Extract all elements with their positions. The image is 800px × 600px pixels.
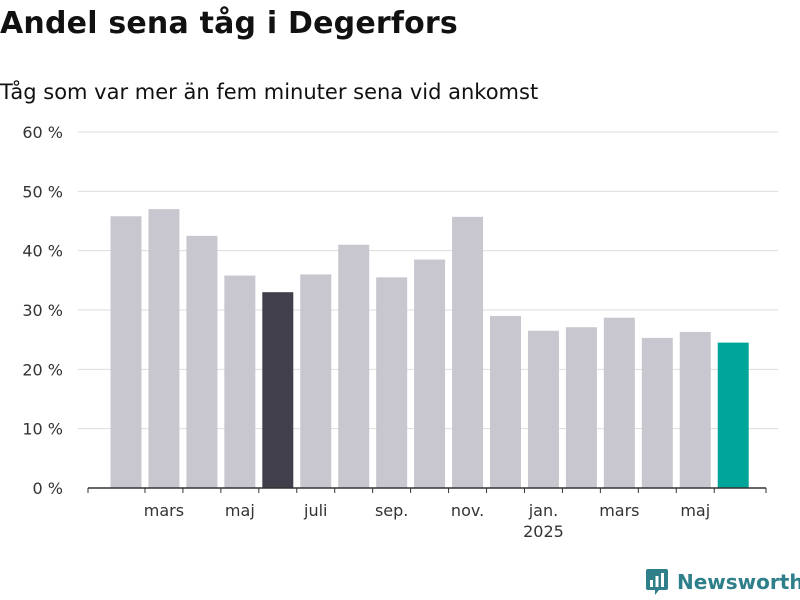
bar <box>490 315 521 488</box>
chart-title: Andel sena tåg i Degerfors <box>0 6 458 41</box>
y-tick-label: 20 % <box>22 360 63 379</box>
x-tick-label: mars <box>599 501 639 520</box>
y-tick-label: 40 % <box>22 242 63 261</box>
x-tick-label: jan. <box>528 501 558 520</box>
bar <box>565 327 597 488</box>
bar-chart: 0 % 10 % 20 % 30 % 40 % 50 % 60 % mars maj juli se… <box>22 123 778 541</box>
bar <box>717 342 749 488</box>
x-tick-label: maj <box>680 501 710 520</box>
bar <box>641 337 673 488</box>
bar <box>527 330 559 488</box>
bar <box>224 275 256 488</box>
bar <box>186 235 218 488</box>
bar <box>679 331 711 488</box>
bar <box>338 244 370 488</box>
x-tick-label: juli <box>303 501 327 520</box>
x-tick-label: sep. <box>375 501 408 520</box>
newsworthy-logo-icon <box>646 569 668 595</box>
y-tick-label: 30 % <box>22 301 63 320</box>
bar <box>110 216 142 488</box>
x-tick-label: mars <box>144 501 184 520</box>
bar <box>262 292 294 488</box>
bar <box>300 274 332 488</box>
bar <box>603 317 635 488</box>
y-tick-label: 60 % <box>22 123 63 142</box>
chart-subtitle: Tåg som var mer än fem minuter sena vid … <box>0 80 539 104</box>
y-tick-label: 0 % <box>33 479 63 498</box>
y-tick-label: 10 % <box>22 420 63 439</box>
bar <box>452 216 484 488</box>
bar <box>376 277 408 488</box>
bar <box>414 259 446 488</box>
newsworthy-logo: Newsworthy <box>645 568 800 596</box>
y-tick-label: 50 % <box>22 182 63 201</box>
x-tick-label: nov. <box>451 501 484 520</box>
bar <box>148 209 180 488</box>
x-tick-year-label: 2025 <box>523 522 564 541</box>
x-tick-label: maj <box>225 501 255 520</box>
brand-name: Newsworthy <box>677 570 800 594</box>
